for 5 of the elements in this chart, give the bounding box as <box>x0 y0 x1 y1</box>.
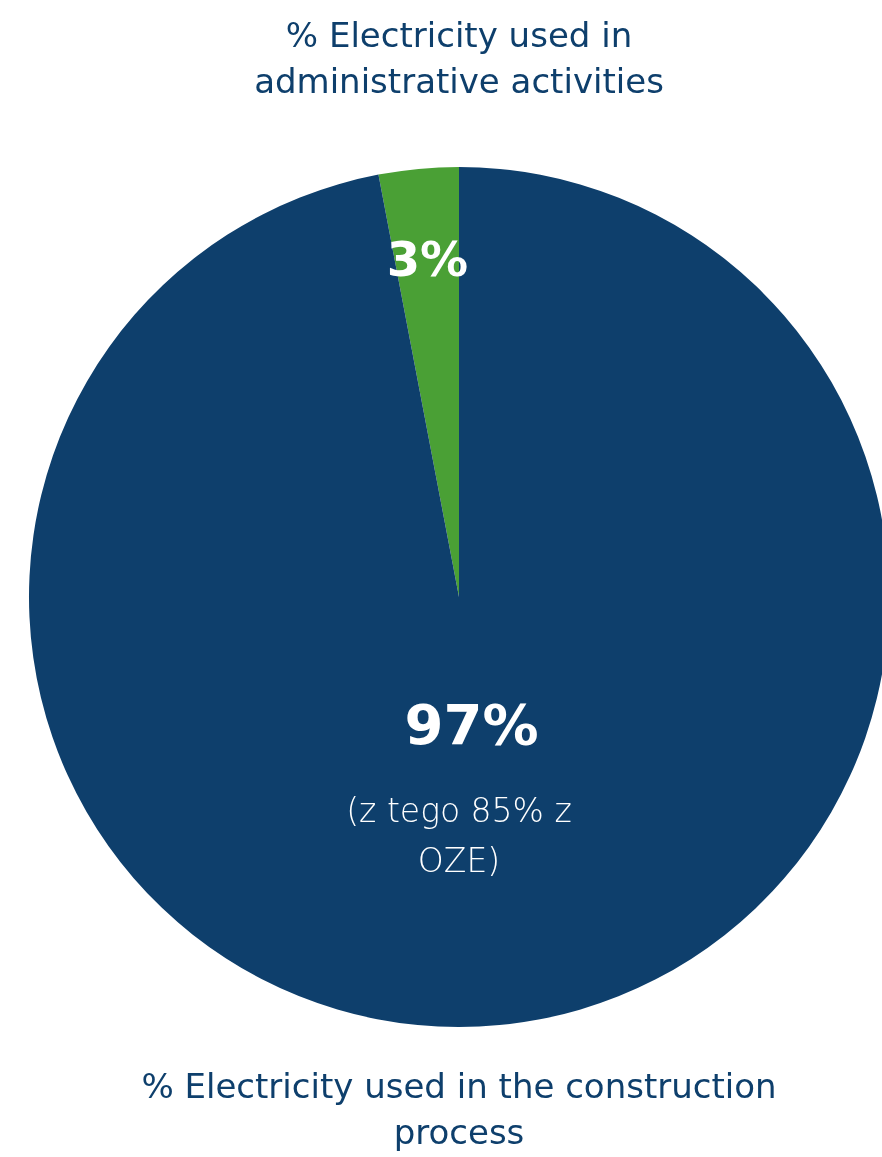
text: (z tego 85% z OZE) <box>345 790 573 882</box>
data-label: 3% <box>386 230 469 287</box>
data-label: 97% <box>404 692 539 758</box>
slice-label: % Electricity used in the construction process <box>140 1065 778 1154</box>
slice-label: % Electricity used in administrative activities <box>253 14 665 103</box>
